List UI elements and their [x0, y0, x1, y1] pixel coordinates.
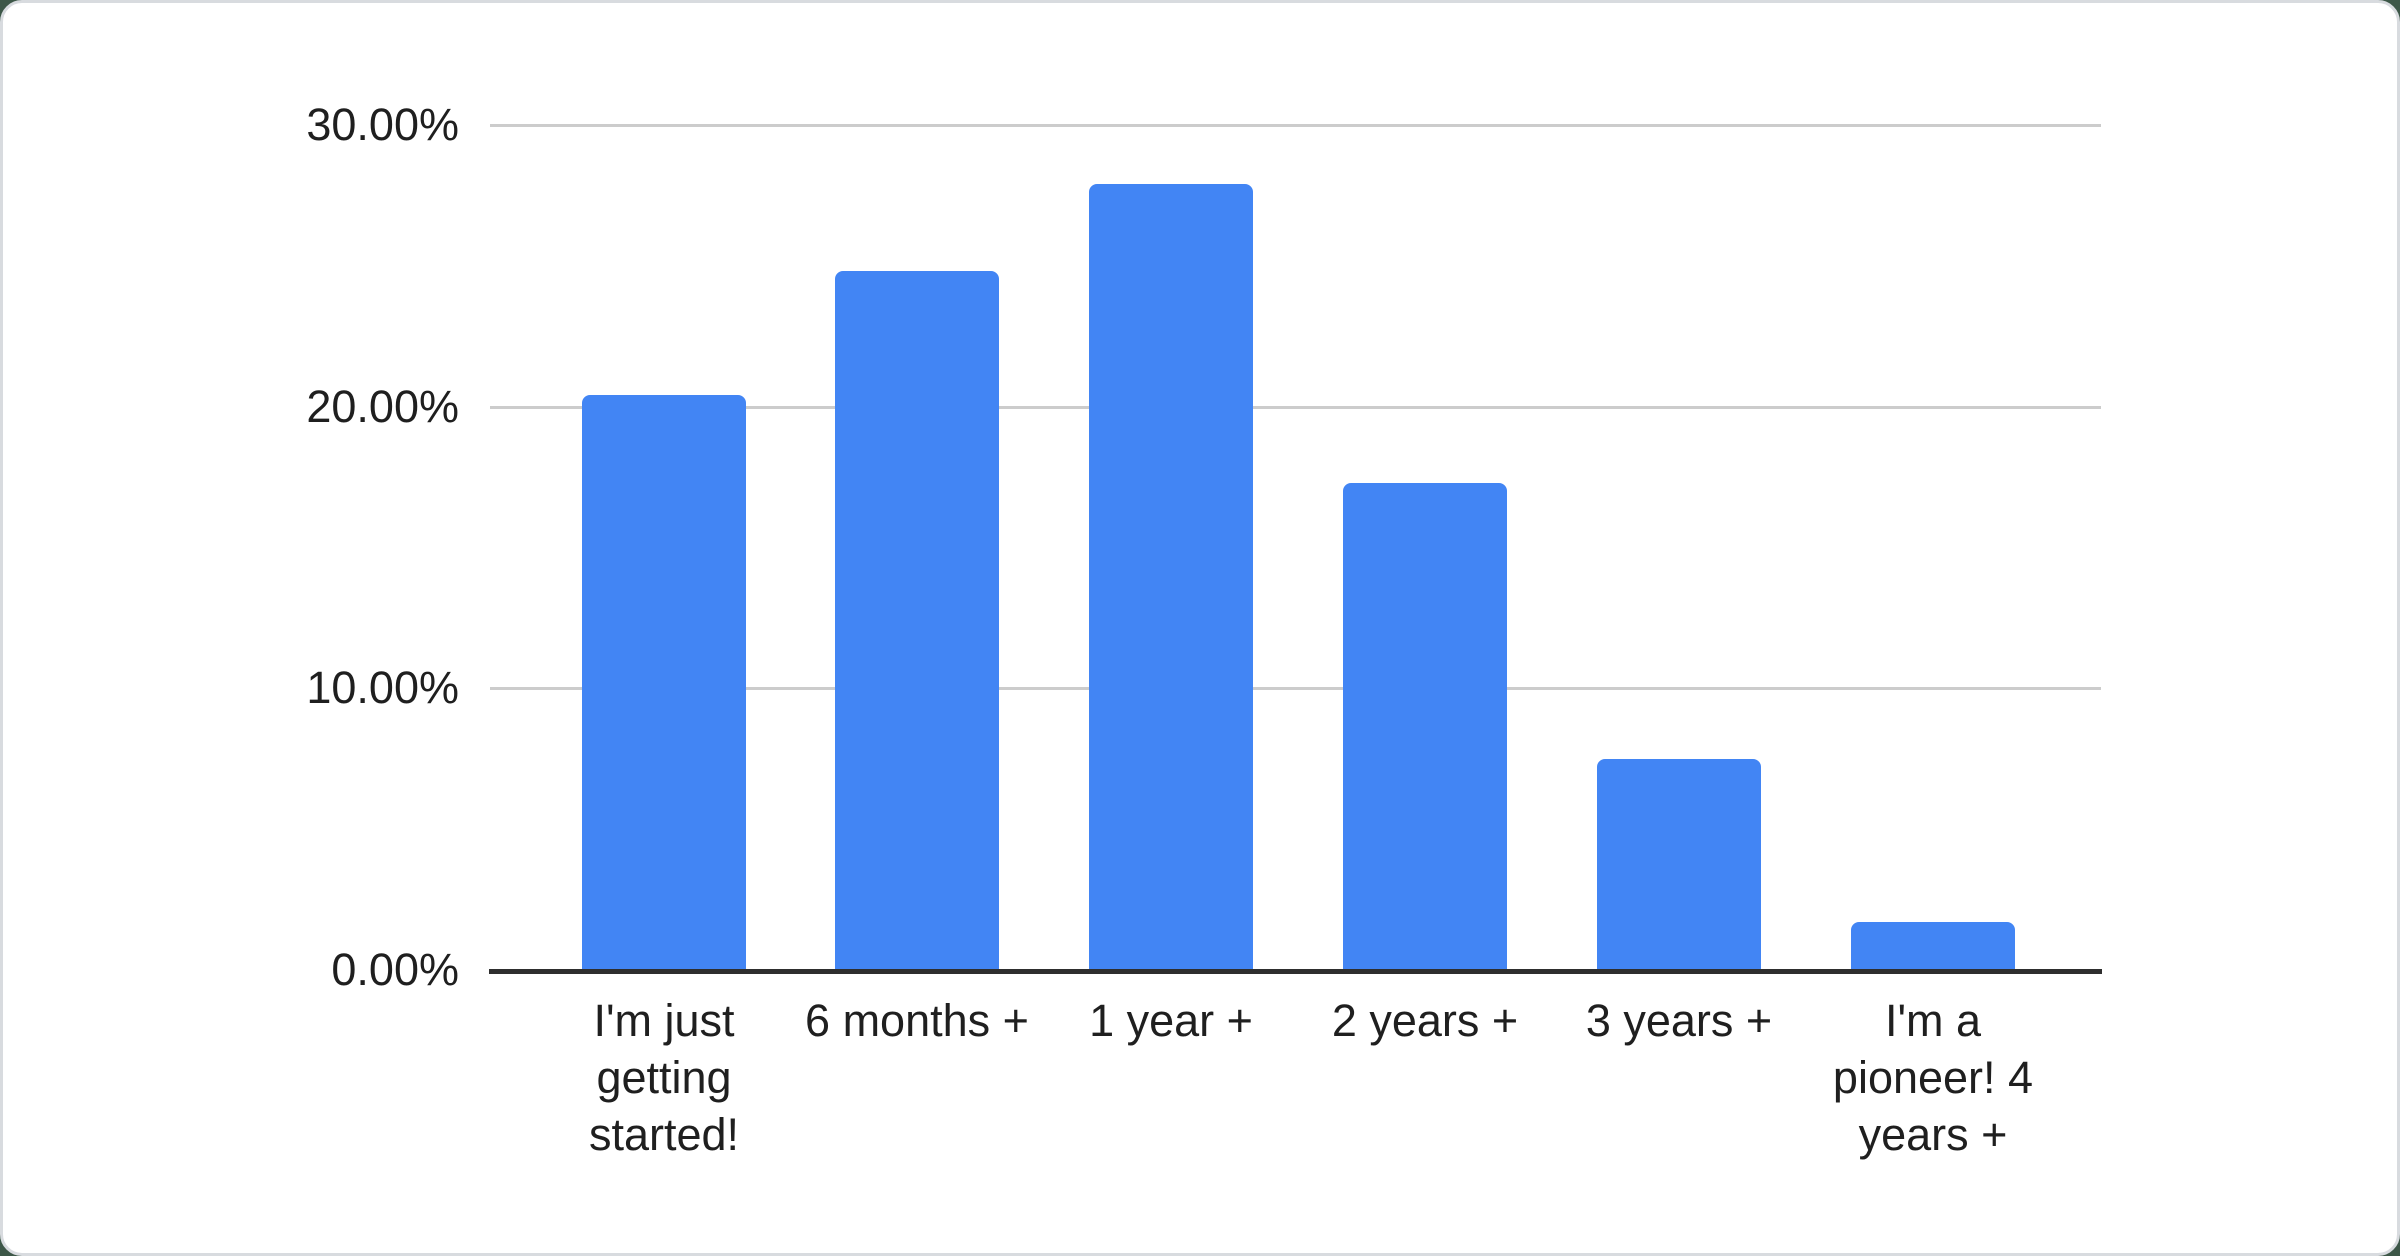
bar-chart: 0.00% 10.00% 20.00% 30.00% I'm just getting… — [3, 3, 2397, 1253]
chart-bar — [1597, 759, 1761, 970]
x-axis-category-label: I'm just getting started! — [588, 995, 740, 1160]
gridline-30 — [490, 124, 2101, 127]
x-axis-category-label: I'm a pioneer! 4 years + — [1832, 995, 2034, 1160]
chart-bar — [1851, 922, 2015, 970]
chart-bar — [582, 395, 746, 970]
y-axis-tick-label: 0.00% — [331, 944, 459, 995]
chart-bar — [1089, 184, 1253, 970]
chart-bar — [1343, 483, 1507, 970]
gridline-20 — [490, 406, 2101, 409]
x-axis-category-label: 1 year + — [1089, 995, 1253, 1046]
gridline-10 — [490, 687, 2101, 690]
x-axis-category-label: 2 years + — [1331, 995, 1519, 1046]
y-axis-tick-label: 30.00% — [306, 99, 459, 150]
x-axis-category-label: 6 months + — [805, 995, 1029, 1046]
y-axis-tick-label: 10.00% — [306, 662, 459, 713]
chart-bar — [835, 271, 999, 970]
y-axis-tick-label: 20.00% — [306, 381, 459, 432]
x-axis-category-label: 3 years + — [1585, 995, 1773, 1046]
x-axis-line — [489, 969, 2102, 974]
